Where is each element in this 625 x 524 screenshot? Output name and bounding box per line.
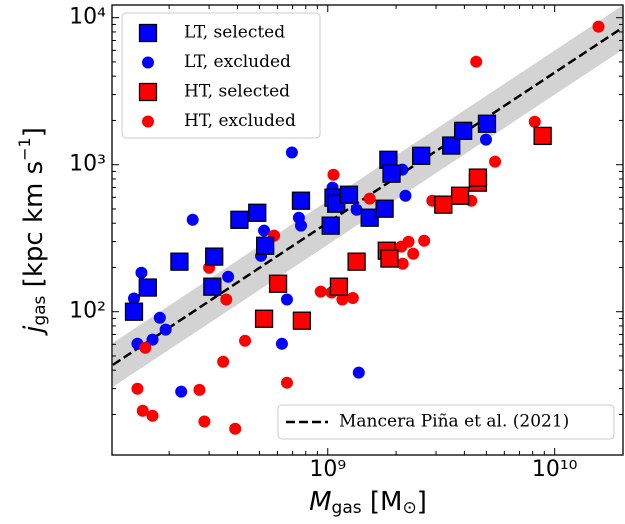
square-marker — [533, 126, 552, 146]
square-marker — [291, 191, 311, 210]
square-marker — [380, 249, 399, 268]
legend-label: HT, excluded — [184, 111, 296, 131]
square-marker — [375, 199, 394, 218]
circle-marker — [136, 404, 149, 417]
circle-marker — [528, 115, 541, 128]
square-marker — [434, 195, 453, 214]
circle-marker — [186, 213, 199, 226]
circle-marker — [294, 219, 307, 232]
legend-label: LT, excluded — [184, 52, 291, 72]
square-marker — [468, 168, 488, 187]
circle-marker — [352, 366, 365, 379]
circle-marker — [220, 293, 233, 306]
circle-marker — [229, 422, 242, 435]
square-marker — [292, 311, 312, 330]
x-label-sub: gas — [332, 498, 362, 518]
square-marker — [124, 302, 144, 321]
circle-marker — [399, 189, 412, 202]
circle-marker — [363, 192, 376, 205]
square-marker — [138, 82, 158, 102]
x-tick-label: 10⁹ — [309, 457, 346, 482]
square-marker — [450, 186, 470, 205]
square-marker — [412, 146, 431, 165]
x-label-symbol: M — [309, 487, 331, 517]
legend-label: HT, selected — [184, 82, 290, 102]
circle-marker — [198, 415, 211, 428]
y-label-unit: [kpc km s — [19, 161, 49, 296]
circle-marker — [479, 133, 492, 146]
legend-label: LT, selected — [184, 23, 285, 43]
x-label-unit: [M — [362, 487, 403, 517]
circle-marker — [131, 382, 144, 395]
square-marker — [256, 236, 275, 255]
circle-marker — [175, 385, 188, 398]
circle-marker — [275, 337, 288, 350]
circle-marker — [280, 293, 293, 306]
circle-marker — [258, 224, 271, 237]
y-label-sub: gas — [30, 295, 50, 325]
circle-marker — [146, 409, 159, 422]
y-tick-label: 10³ — [69, 152, 106, 177]
square-marker — [321, 216, 340, 235]
x-label-unit-sub: ⊙ — [402, 498, 416, 518]
circle-marker — [470, 55, 483, 68]
y-axis-label: jgas [kpc km s−1] — [15, 127, 51, 336]
y-label-symbol: j — [19, 325, 49, 336]
circle-marker — [592, 20, 605, 33]
square-marker — [205, 247, 224, 266]
square-marker — [347, 252, 366, 271]
circle-marker — [142, 115, 154, 128]
square-marker — [339, 185, 359, 204]
circle-marker — [314, 285, 327, 298]
circle-marker — [239, 334, 252, 347]
square-marker — [138, 278, 157, 297]
circle-marker — [217, 355, 230, 368]
legend-label: Mancera Piña et al. (2021) — [339, 412, 569, 432]
circle-marker — [346, 291, 359, 304]
circle-marker — [327, 168, 340, 181]
x-axis-label: Mgas [M⊙] — [309, 487, 427, 519]
square-marker — [382, 164, 401, 183]
square-marker — [477, 114, 497, 133]
square-marker — [329, 277, 349, 296]
circle-marker — [336, 293, 349, 306]
x-label-close: ] — [417, 487, 427, 517]
y-tick-label: 10⁴ — [69, 5, 106, 30]
square-marker — [230, 210, 249, 229]
y-label-close: ] — [19, 127, 49, 137]
square-marker — [170, 252, 189, 271]
square-marker — [453, 121, 473, 140]
circle-marker — [153, 311, 166, 324]
circle-marker — [222, 270, 235, 283]
y-tick-label: 10² — [69, 299, 106, 324]
circle-marker — [142, 56, 154, 69]
square-marker — [138, 23, 158, 43]
legend-box — [277, 404, 615, 440]
square-marker — [268, 274, 288, 293]
circle-marker — [127, 292, 140, 305]
circle-marker — [489, 155, 502, 168]
square-marker — [203, 277, 222, 296]
legend-box — [121, 12, 321, 139]
y-label-sup: −1 — [15, 137, 34, 161]
square-marker — [248, 203, 267, 222]
circle-marker — [350, 203, 363, 216]
circle-marker — [146, 333, 159, 346]
circle-marker — [193, 383, 206, 396]
circle-marker — [139, 341, 152, 354]
circle-marker — [396, 257, 409, 270]
circle-marker — [418, 234, 431, 247]
x-tick-label: 10¹⁰ — [532, 457, 578, 482]
circle-marker — [402, 235, 415, 248]
square-marker — [442, 136, 461, 155]
circle-marker — [135, 266, 148, 279]
circle-marker — [159, 323, 172, 336]
circle-marker — [285, 146, 298, 159]
circle-marker — [407, 247, 420, 260]
square-marker — [254, 309, 274, 328]
plot-area — [112, 5, 623, 435]
circle-marker — [280, 376, 293, 389]
plot-frame — [111, 4, 624, 456]
